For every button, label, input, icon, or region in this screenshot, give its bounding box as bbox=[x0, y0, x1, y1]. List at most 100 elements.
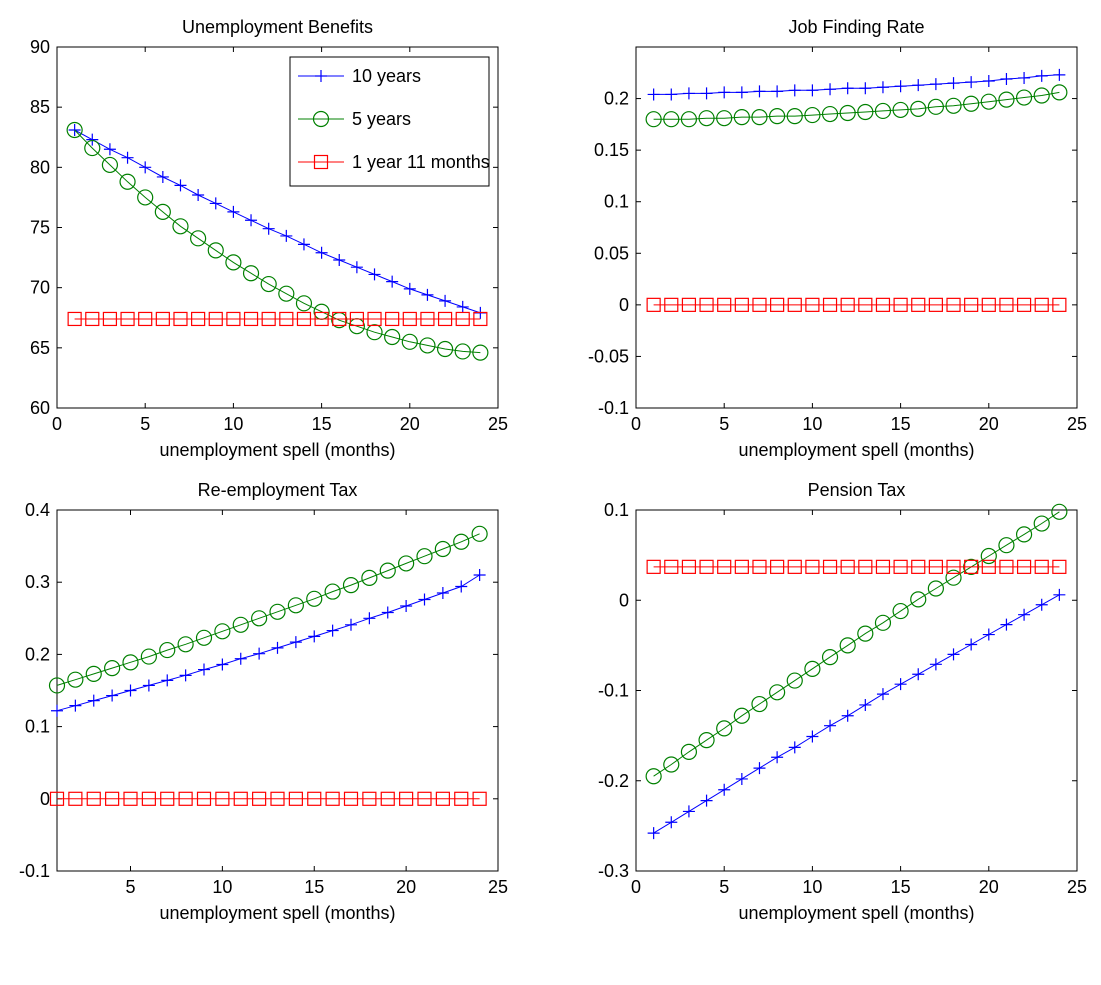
data-point-10y bbox=[161, 674, 174, 687]
y-tick-label: -0.2 bbox=[598, 771, 629, 791]
data-point-1y11m bbox=[102, 311, 118, 327]
y-tick-label: -0.3 bbox=[598, 861, 629, 881]
data-point-1y11m bbox=[893, 559, 908, 574]
series-10y bbox=[51, 568, 486, 717]
data-point-5y bbox=[945, 97, 962, 114]
data-point-10y bbox=[912, 79, 925, 92]
data-point-10y bbox=[841, 82, 854, 95]
data-point-10y bbox=[421, 288, 434, 301]
data-point-5y bbox=[663, 756, 680, 773]
data-point-1y11m bbox=[385, 311, 400, 327]
data-point-1y11m bbox=[699, 297, 714, 312]
data-point-1y11m bbox=[999, 559, 1014, 574]
data-point-1y11m bbox=[911, 297, 926, 312]
x-tick-label: 10 bbox=[223, 414, 243, 434]
data-point-10y bbox=[308, 630, 321, 643]
data-point-5y bbox=[453, 533, 470, 550]
data-point-10y bbox=[824, 719, 837, 732]
data-point-5y bbox=[295, 295, 313, 312]
data-point-5y bbox=[137, 189, 154, 206]
data-point-5y bbox=[821, 105, 839, 123]
data-point-1y11m bbox=[196, 791, 212, 806]
data-point-10y bbox=[665, 88, 678, 101]
x-tick-label: 25 bbox=[1067, 414, 1087, 434]
data-point-5y bbox=[945, 569, 962, 586]
data-point-10y bbox=[1000, 618, 1013, 631]
data-point-1y11m bbox=[437, 311, 453, 327]
data-point-10y bbox=[386, 275, 399, 288]
data-point-1y11m bbox=[454, 791, 469, 806]
data-point-5y bbox=[48, 677, 66, 694]
data-point-10y bbox=[771, 751, 784, 764]
data-point-5y bbox=[821, 649, 839, 666]
data-point-10y bbox=[156, 170, 169, 183]
y-tick-label: -0.05 bbox=[588, 346, 629, 366]
x-tick-label: 10 bbox=[212, 877, 232, 897]
data-point-10y bbox=[665, 816, 678, 829]
x-tick-label: 20 bbox=[979, 877, 999, 897]
y-tick-label: 0.1 bbox=[604, 192, 629, 212]
data-point-10y bbox=[824, 83, 837, 96]
data-point-1y11m bbox=[141, 791, 156, 806]
data-point-1y11m bbox=[191, 311, 206, 327]
data-point-10y bbox=[788, 741, 801, 754]
data-point-1y11m bbox=[435, 791, 450, 806]
data-point-5y bbox=[733, 707, 750, 724]
data-point-1y11m bbox=[858, 559, 873, 574]
data-point-10y bbox=[51, 704, 63, 717]
data-point-10y bbox=[245, 214, 258, 227]
data-point-1y11m bbox=[734, 559, 749, 574]
data-point-10y bbox=[121, 151, 134, 164]
data-point-10y bbox=[142, 679, 155, 692]
data-point-10y bbox=[947, 77, 960, 90]
data-point-5y bbox=[122, 654, 139, 671]
y-tick-label: 0.1 bbox=[604, 500, 629, 520]
data-point-10y bbox=[1035, 598, 1048, 611]
data-point-1y11m bbox=[215, 791, 230, 806]
data-point-1y11m bbox=[805, 559, 820, 574]
data-point-10y bbox=[192, 189, 205, 202]
data-point-10y bbox=[227, 205, 240, 218]
data-point-1y11m bbox=[911, 559, 926, 574]
x-tick-label: 20 bbox=[400, 414, 420, 434]
chart-title: Pension Tax bbox=[808, 480, 906, 500]
data-point-5y bbox=[733, 109, 750, 126]
data-point-5y bbox=[119, 173, 136, 190]
legend-label-10y: 10 years bbox=[352, 66, 421, 86]
series-1y11m bbox=[646, 559, 1067, 574]
data-point-1y11m bbox=[243, 311, 259, 327]
x-tick-label: 0 bbox=[631, 414, 641, 434]
data-point-1y11m bbox=[717, 297, 732, 312]
data-point-10y bbox=[234, 652, 247, 665]
data-point-5y bbox=[66, 121, 83, 139]
series-1y11m bbox=[49, 791, 487, 806]
x-axis-label: unemployment spell (months) bbox=[738, 440, 974, 460]
series-1y11m bbox=[646, 297, 1067, 312]
data-point-1y11m bbox=[875, 559, 891, 574]
series-5y bbox=[66, 121, 489, 361]
data-point-5y bbox=[379, 562, 396, 579]
data-point-10y bbox=[771, 85, 784, 98]
data-point-5y bbox=[839, 104, 856, 122]
data-point-5y bbox=[342, 576, 360, 594]
data-point-5y bbox=[769, 108, 786, 125]
data-point-10y bbox=[345, 618, 357, 631]
data-point-1y11m bbox=[1034, 297, 1049, 312]
data-point-5y bbox=[786, 108, 803, 125]
data-point-1y11m bbox=[770, 297, 785, 312]
data-point-10y bbox=[271, 641, 284, 654]
data-point-1y11m bbox=[362, 791, 377, 806]
data-point-10y bbox=[859, 698, 872, 711]
data-point-5y bbox=[645, 768, 662, 785]
series-line-5y bbox=[653, 511, 1060, 777]
series-line-5y bbox=[56, 533, 480, 686]
data-point-10y bbox=[455, 580, 468, 593]
data-point-10y bbox=[87, 694, 100, 707]
data-point-10y bbox=[929, 78, 942, 91]
y-tick-label: 0.05 bbox=[594, 243, 629, 263]
data-point-1y11m bbox=[208, 311, 223, 327]
series-10y bbox=[647, 588, 1066, 840]
x-tick-label: 15 bbox=[304, 877, 324, 897]
data-point-10y bbox=[363, 612, 376, 625]
y-tick-label: 80 bbox=[30, 157, 50, 177]
